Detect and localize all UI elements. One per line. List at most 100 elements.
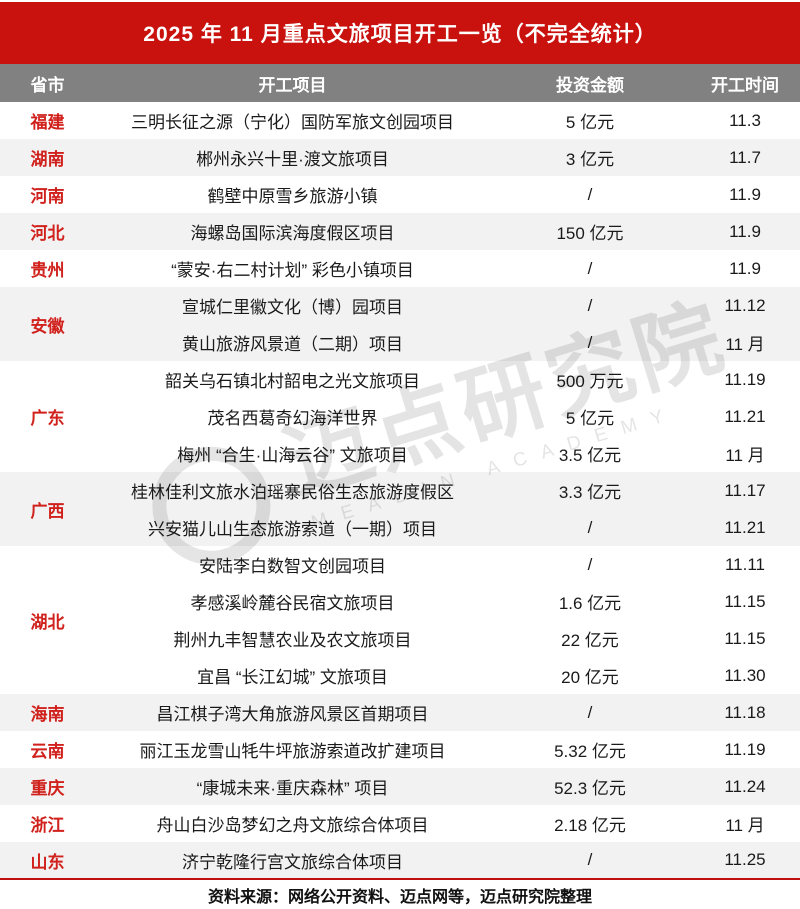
province-cell: 海南 bbox=[0, 694, 95, 731]
date-cell: 11.9 bbox=[690, 250, 800, 287]
province-cell: 浙江 bbox=[0, 805, 95, 842]
date-cell: 11.11 bbox=[690, 546, 800, 583]
investment-cell: / bbox=[490, 324, 690, 361]
investment-cell: / bbox=[490, 250, 690, 287]
project-cell: “蒙安·右二村计划” 彩色小镇项目 bbox=[95, 250, 490, 287]
column-header-date: 开工时间 bbox=[690, 64, 800, 102]
projects-table: 省市 开工项目 投资金额 开工时间 福建 三明长征之源（宁化）国防军旅文创园项目… bbox=[0, 64, 800, 880]
province-cell: 云南 bbox=[0, 731, 95, 768]
province-cell: 河北 bbox=[0, 213, 95, 250]
project-cell: 济宁乾隆行宫文旅综合体项目 bbox=[95, 842, 490, 879]
project-cell: 荆州九丰智慧农业及农文旅项目 bbox=[95, 620, 490, 657]
province-cell: 河南 bbox=[0, 176, 95, 213]
date-cell: 11.15 bbox=[690, 620, 800, 657]
table-row: 梅州 “合生·山海云谷” 文旅项目 3.5 亿元 11 月 bbox=[0, 435, 800, 472]
project-cell: 梅州 “合生·山海云谷” 文旅项目 bbox=[95, 435, 490, 472]
source-text: 资料来源：网络公开资料、迈点网等，迈点研究院整理 bbox=[207, 888, 592, 906]
table-row: 山东 济宁乾隆行宫文旅综合体项目 / 11.25 bbox=[0, 842, 800, 879]
source-footer: 资料来源：网络公开资料、迈点网等，迈点研究院整理 bbox=[0, 880, 800, 909]
investment-cell: / bbox=[490, 842, 690, 879]
project-cell: 丽江玉龙雪山牦牛坪旅游索道改扩建项目 bbox=[95, 731, 490, 768]
table-row: 广西 桂林佳利文旅水泊瑶寨民俗生态旅游度假区 3.3 亿元 11.17 bbox=[0, 472, 800, 546]
table-row: 茂名西葛奇幻海洋世界 5 亿元 11.21 bbox=[0, 398, 800, 435]
province-cell: 安徽 bbox=[0, 287, 95, 361]
date-cell: 11.19 bbox=[690, 731, 800, 768]
date-cell: 11.24 bbox=[690, 768, 800, 805]
date-cell: 11.7 bbox=[690, 139, 800, 176]
project-cell: 三明长征之源（宁化）国防军旅文创园项目 bbox=[95, 102, 490, 139]
date-cell: 11.9 bbox=[690, 176, 800, 213]
column-header-investment: 投资金额 bbox=[490, 64, 690, 102]
table-row: 河南 鹤壁中原雪乡旅游小镇 / 11.9 bbox=[0, 176, 800, 213]
table-row: 浙江 舟山白沙岛梦幻之舟文旅综合体项目 2.18 亿元 11 月 bbox=[0, 805, 800, 842]
project-cell: 桂林佳利文旅水泊瑶寨民俗生态旅游度假区 bbox=[95, 472, 490, 509]
date-cell: 11.19 bbox=[690, 361, 800, 398]
date-cell: 11.9 bbox=[690, 213, 800, 250]
table-row: 宜昌 “长江幻城” 文旅项目 20 亿元 11.30 bbox=[0, 657, 800, 694]
investment-cell: / bbox=[490, 546, 690, 583]
project-cell: 宜昌 “长江幻城” 文旅项目 bbox=[95, 657, 490, 694]
date-cell: 11.18 bbox=[690, 694, 800, 731]
project-cell: “康城未来·重庆森林” 项目 bbox=[95, 768, 490, 805]
table-row: 湖南 郴州永兴十里·渡文旅项目 3 亿元 11.7 bbox=[0, 139, 800, 176]
investment-cell: 20 亿元 bbox=[490, 657, 690, 694]
table-row: 贵州 “蒙安·右二村计划” 彩色小镇项目 / 11.9 bbox=[0, 250, 800, 287]
project-cell: 韶关乌石镇北村韶电之光文旅项目 bbox=[95, 361, 490, 398]
project-cell: 安陆李白数智文创园项目 bbox=[95, 546, 490, 583]
project-cell: 宣城仁里徽文化（博）园项目 bbox=[95, 287, 490, 324]
date-cell: 11 月 bbox=[690, 805, 800, 842]
column-header-province: 省市 bbox=[0, 64, 95, 102]
province-cell: 福建 bbox=[0, 102, 95, 139]
province-cell: 贵州 bbox=[0, 250, 95, 287]
table-row: 孝感溪岭麓谷民宿文旅项目 1.6 亿元 11.15 bbox=[0, 583, 800, 620]
investment-cell: 5.32 亿元 bbox=[490, 731, 690, 768]
investment-cell: 5 亿元 bbox=[490, 102, 690, 139]
project-cell: 黄山旅游风景道（二期）项目 bbox=[95, 324, 490, 361]
investment-cell: 22 亿元 bbox=[490, 620, 690, 657]
title-banner: 2025 年 11 月重点文旅项目开工一览（不完全统计） bbox=[0, 2, 800, 64]
table-row: 湖北 安陆李白数智文创园项目 / 11.11 bbox=[0, 546, 800, 694]
table-row: 安徽 宣城仁里徽文化（博）园项目 / 11.12 bbox=[0, 287, 800, 361]
investment-cell: / bbox=[490, 694, 690, 731]
date-cell: 11.17 bbox=[690, 472, 800, 509]
date-cell: 11.15 bbox=[690, 583, 800, 620]
table-row: 荆州九丰智慧农业及农文旅项目 22 亿元 11.15 bbox=[0, 620, 800, 657]
investment-cell: 500 万元 bbox=[490, 361, 690, 398]
investment-cell: / bbox=[490, 176, 690, 213]
date-cell: 11.21 bbox=[690, 509, 800, 546]
investment-cell: 150 亿元 bbox=[490, 213, 690, 250]
project-cell: 茂名西葛奇幻海洋世界 bbox=[95, 398, 490, 435]
investment-cell: / bbox=[490, 509, 690, 546]
investment-cell: 3.3 亿元 bbox=[490, 472, 690, 509]
table-row: 海南 昌江棋子湾大角旅游风景区首期项目 / 11.18 bbox=[0, 694, 800, 731]
investment-cell: / bbox=[490, 287, 690, 324]
table-row: 福建 三明长征之源（宁化）国防军旅文创园项目 5 亿元 11.3 bbox=[0, 102, 800, 139]
province-cell: 湖南 bbox=[0, 139, 95, 176]
investment-cell: 5 亿元 bbox=[490, 398, 690, 435]
table-row: 兴安猫儿山生态旅游索道（一期）项目 / 11.21 bbox=[0, 509, 800, 546]
province-cell: 重庆 bbox=[0, 768, 95, 805]
project-cell: 舟山白沙岛梦幻之舟文旅综合体项目 bbox=[95, 805, 490, 842]
investment-cell: 3 亿元 bbox=[490, 139, 690, 176]
investment-cell: 3.5 亿元 bbox=[490, 435, 690, 472]
date-cell: 11.25 bbox=[690, 842, 800, 879]
table-row: 广东 韶关乌石镇北村韶电之光文旅项目 500 万元 11.19 bbox=[0, 361, 800, 472]
investment-cell: 1.6 亿元 bbox=[490, 583, 690, 620]
province-cell: 广西 bbox=[0, 472, 95, 546]
table-header-row: 省市 开工项目 投资金额 开工时间 bbox=[0, 64, 800, 102]
table-row: 黄山旅游风景道（二期）项目 / 11 月 bbox=[0, 324, 800, 361]
page-title: 2025 年 11 月重点文旅项目开工一览（不完全统计） bbox=[143, 23, 657, 46]
date-cell: 11 月 bbox=[690, 435, 800, 472]
project-cell: 鹤壁中原雪乡旅游小镇 bbox=[95, 176, 490, 213]
project-cell: 郴州永兴十里·渡文旅项目 bbox=[95, 139, 490, 176]
project-cell: 昌江棋子湾大角旅游风景区首期项目 bbox=[95, 694, 490, 731]
date-cell: 11.12 bbox=[690, 287, 800, 324]
date-cell: 11.30 bbox=[690, 657, 800, 694]
province-cell: 广东 bbox=[0, 361, 95, 472]
province-cell: 湖北 bbox=[0, 546, 95, 694]
project-cell: 海螺岛国际滨海度假区项目 bbox=[95, 213, 490, 250]
date-cell: 11.21 bbox=[690, 398, 800, 435]
date-cell: 11 月 bbox=[690, 324, 800, 361]
project-cell: 兴安猫儿山生态旅游索道（一期）项目 bbox=[95, 509, 490, 546]
date-cell: 11.3 bbox=[690, 102, 800, 139]
